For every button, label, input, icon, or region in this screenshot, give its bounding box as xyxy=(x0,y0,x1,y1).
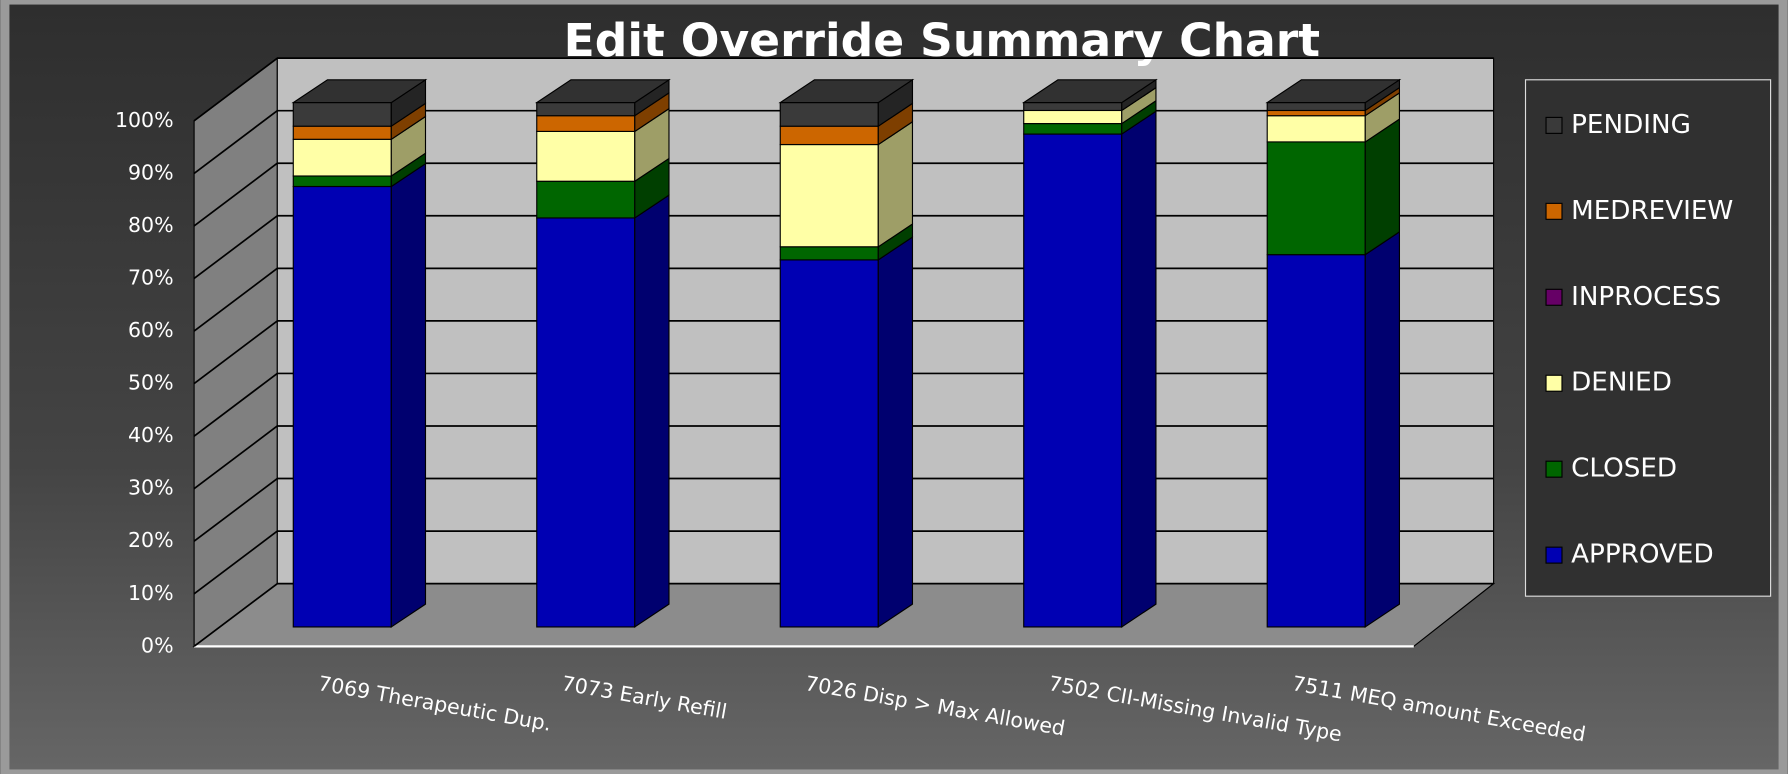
legend-swatch xyxy=(1545,546,1563,564)
bar-segment xyxy=(1266,141,1366,256)
y-tick-label: 90% xyxy=(128,160,174,184)
legend-swatch xyxy=(1545,116,1563,134)
bar-segment xyxy=(1023,133,1123,628)
y-tick-label: 10% xyxy=(128,581,174,605)
bar-segment xyxy=(1023,122,1123,135)
bar-segment xyxy=(292,125,392,140)
y-tick-label: 30% xyxy=(128,476,174,500)
y-tick-label: 70% xyxy=(128,265,174,289)
bar-segment xyxy=(536,180,636,219)
grid-line xyxy=(193,477,278,542)
legend-label: DENIED xyxy=(1571,368,1672,398)
bar-segment xyxy=(779,143,879,248)
bar-segment xyxy=(1266,102,1366,112)
grid-line xyxy=(193,162,278,227)
bar-top xyxy=(291,79,428,104)
bar-segment-side xyxy=(1121,110,1157,629)
bar-segment-side xyxy=(390,162,427,629)
legend-swatch xyxy=(1545,460,1563,478)
grid-line xyxy=(193,372,278,437)
legend-label: APPROVED xyxy=(1571,540,1714,570)
grid-line xyxy=(193,215,278,280)
bar-segment xyxy=(536,115,636,133)
grid-line xyxy=(193,57,278,122)
bar-top xyxy=(1021,79,1158,104)
y-tick-label: 60% xyxy=(128,318,174,342)
bar-segment xyxy=(292,175,392,188)
bar-top xyxy=(534,79,671,104)
legend-label: MEDREVIEW xyxy=(1571,196,1733,226)
bar-segment xyxy=(292,138,392,177)
grid-line xyxy=(193,267,278,332)
bar-segment xyxy=(779,125,879,146)
bar-segment xyxy=(779,259,879,628)
y-tick-label: 50% xyxy=(128,371,174,395)
bar-segment xyxy=(536,102,636,117)
bar-segment-side xyxy=(634,194,670,629)
bar-segment xyxy=(779,246,879,261)
y-tick-label: 40% xyxy=(128,423,174,447)
grid-line xyxy=(193,425,278,490)
bar-segment xyxy=(1266,109,1366,117)
grid-line xyxy=(193,110,278,175)
bar-segment xyxy=(536,217,636,628)
y-tick-label: 80% xyxy=(128,213,174,237)
legend-swatch xyxy=(1545,374,1563,392)
bar-segment-side xyxy=(1364,230,1401,629)
bar-segment xyxy=(779,102,879,127)
legend xyxy=(1524,79,1772,597)
y-tick-label: 0% xyxy=(141,633,174,657)
bar-segment xyxy=(1023,109,1123,125)
bar-segment-side xyxy=(877,236,914,629)
legend-label: INPROCESS xyxy=(1571,282,1721,312)
bar-segment xyxy=(536,130,636,182)
legend-label: CLOSED xyxy=(1571,454,1677,484)
grid-line xyxy=(193,320,278,385)
legend-swatch xyxy=(1545,288,1563,306)
grid-line xyxy=(193,582,278,648)
y-tick-label: 20% xyxy=(128,528,174,552)
bar-segment-side xyxy=(1364,118,1401,256)
bar-segment xyxy=(1023,102,1123,112)
y-tick-label: 100% xyxy=(115,108,174,132)
bar-segment xyxy=(292,185,392,628)
bar-segment xyxy=(1266,115,1366,143)
bar-segment xyxy=(1266,254,1366,628)
bar-segment xyxy=(292,102,392,127)
legend-swatch xyxy=(1545,202,1563,220)
bar-top xyxy=(778,79,915,104)
bar-top xyxy=(1265,79,1402,104)
grid-line xyxy=(193,530,278,595)
legend-label: PENDING xyxy=(1571,110,1691,140)
